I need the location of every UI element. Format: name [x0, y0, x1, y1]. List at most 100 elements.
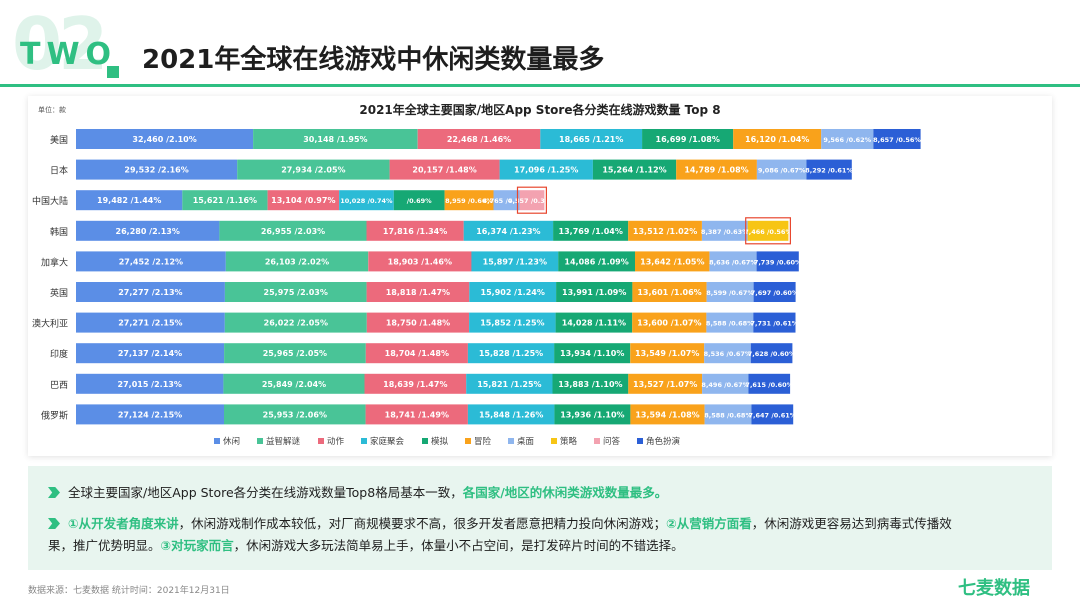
bar-value-label: 7,615 /0.60%	[745, 381, 793, 389]
bar-segment	[558, 251, 636, 272]
bar-segment	[469, 282, 557, 302]
highlight-box	[516, 186, 547, 214]
bar-segment	[467, 404, 555, 425]
bar-value-label: 17,816 /1.34%	[383, 227, 447, 236]
bar-segment	[753, 312, 796, 333]
bar-value-label: 22,468 /1.46%	[447, 135, 511, 144]
bar-value-label: 14,086 /1.09%	[564, 257, 628, 266]
bar-segment	[467, 343, 555, 364]
bar-segment	[471, 251, 559, 272]
bar-value-label: 8,387 /0.63%	[701, 228, 749, 236]
bar-value-label: 8,599 /0.67%	[706, 289, 754, 297]
bar-segment	[556, 282, 633, 302]
bar-segment	[806, 159, 852, 180]
legend-swatch	[422, 438, 428, 444]
legend-swatch	[465, 438, 471, 444]
bar-value-label: 18,741 /1.49%	[385, 410, 449, 419]
category-label: 巴西	[50, 380, 68, 391]
bar-value-label: 8,496 /0.67%	[701, 381, 749, 389]
bar-segment	[393, 190, 445, 211]
bar-segment	[76, 190, 183, 211]
bar-segment	[756, 251, 799, 272]
bar-segment	[366, 220, 464, 241]
bar-value-label: 18,750 /1.48%	[386, 319, 450, 328]
bar-segment	[704, 404, 752, 425]
bar-segment	[417, 129, 541, 149]
bar-value-label: 7,647 /0.61%	[749, 411, 797, 419]
bar-segment	[756, 159, 807, 180]
bar-segment	[748, 373, 791, 394]
bar-segment	[630, 343, 705, 364]
bar-segment	[540, 129, 643, 149]
bar-value-label: 13,883 /1.10%	[558, 380, 622, 389]
info-line-3: 果，推广优势明显。③对玩家而言，休闲游戏大多玩法简单易上手，体量小不占空间，是打…	[48, 538, 684, 553]
bar-segment	[267, 190, 340, 211]
bar-value-label: 17,096 /1.25%	[514, 166, 578, 175]
bar-value-label: 26,280 /2.13%	[116, 227, 180, 236]
bar-value-label: 10,028 /0.74%	[340, 197, 393, 205]
bar-segment	[554, 343, 631, 364]
bar-value-label: 13,600 /1.07%	[637, 319, 701, 328]
arrow-marker-icon	[48, 518, 60, 529]
chart-legend: 休闲 益智解谜 动作 家庭聚会 模拟 冒险 桌面 策略 问答 角色扮演	[214, 436, 681, 447]
bar-value-label: 7,731 /0.61%	[751, 320, 799, 328]
bar-value-label: 7,739 /0.60%	[754, 258, 802, 266]
bar-value-label: 27,137 /2.14%	[118, 349, 182, 358]
bar-segment	[635, 251, 710, 272]
legend-swatch	[214, 438, 220, 444]
bar-value-label: /0.69%	[407, 197, 432, 205]
bar-value-label: 27,934 /2.05%	[281, 166, 345, 175]
bar-value-label: 15,821 /1.25%	[477, 380, 541, 389]
bar-value-label: 19,482 /1.44%	[97, 196, 161, 205]
chart-unit-label: 单位：款	[38, 105, 66, 114]
bar-segment	[628, 220, 702, 241]
bar-segment	[702, 373, 749, 394]
bar-segment	[368, 251, 472, 272]
legend-label: 问答	[603, 436, 621, 447]
bar-segment	[224, 343, 366, 364]
bar-segment	[76, 251, 226, 272]
bar-value-label: 27,277 /2.13%	[118, 288, 182, 297]
bar-segment	[366, 312, 470, 333]
data-source-note: 数据来源：七麦数据 统计时间：2021年12月31日	[28, 586, 230, 596]
bar-value-label: 13,594 /1.08%	[635, 410, 699, 419]
bar-value-label: 8,959 /0.66%	[445, 197, 493, 205]
stacked-bar-chart: 单位：款 2021年全球主要国家/地区App Store各分类在线游戏数量 To…	[32, 102, 921, 447]
highlight-box	[745, 217, 792, 245]
bar-value-label: 15,848 /1.26%	[479, 410, 543, 419]
bar-segment	[632, 312, 707, 333]
bar-value-label: 8,588 /0.68%	[706, 320, 754, 328]
bar-value-label: 7,466 /0.56%	[744, 228, 792, 236]
legend-swatch	[361, 438, 367, 444]
chart-title: 2021年全球主要国家/地区App Store各分类在线游戏数量 Top 8	[359, 102, 720, 117]
bar-segment	[632, 282, 707, 302]
bar-value-label: 13,642 /1.05%	[640, 257, 704, 266]
category-label: 美国	[50, 134, 68, 146]
legend-swatch	[257, 438, 263, 444]
bar-segment	[223, 373, 365, 394]
bar-value-label: 25,849 /2.04%	[262, 380, 326, 389]
bars-group: 美国 32,460 /2.10% 30,148 /1.95% 22,468 /1.46…	[32, 129, 921, 425]
bar-segment	[592, 159, 677, 180]
bar-segment	[552, 373, 629, 394]
bar-value-label: 15,621 /1.16%	[193, 196, 257, 205]
legend-swatch	[637, 438, 643, 444]
bar-segment	[706, 312, 754, 333]
legend-label: 角色扮演	[646, 436, 681, 447]
bar-segment	[365, 343, 468, 364]
bar-segment	[519, 190, 545, 211]
bar-segment	[76, 159, 238, 180]
legend-label: 模拟	[431, 436, 449, 447]
bar-value-label: 7,697 /0.60%	[751, 289, 799, 297]
bar-value-label: 25,975 /2.03%	[264, 288, 328, 297]
bar-value-label: 13,934 /1.10%	[560, 349, 624, 358]
legend-label: 桌面	[517, 436, 535, 447]
bar-value-label: 16,374 /1.23%	[476, 227, 540, 236]
bar-segment	[365, 404, 468, 425]
legend-label: 休闲	[223, 436, 240, 447]
bar-value-label: 27,124 /2.15%	[118, 410, 182, 419]
bar-segment	[364, 373, 467, 394]
legend-swatch	[318, 438, 324, 444]
category-label: 加拿大	[41, 256, 68, 268]
bar-value-label: 15,897 /1.23%	[483, 257, 547, 266]
